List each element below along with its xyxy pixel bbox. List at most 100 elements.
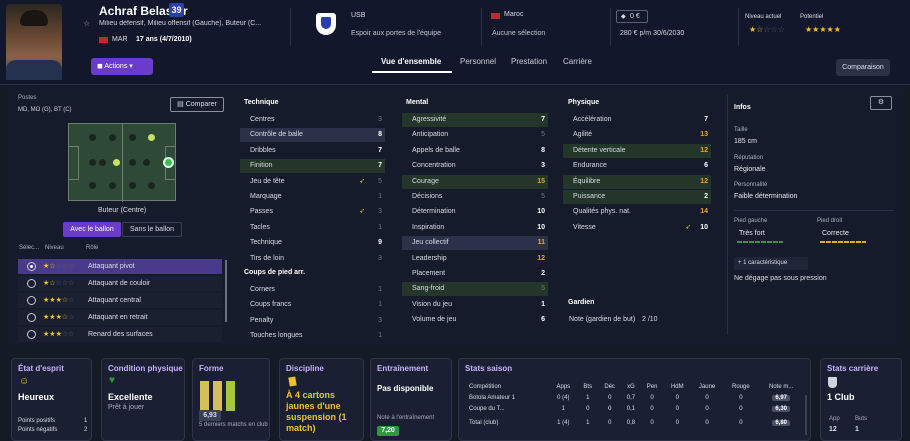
season-stats-card[interactable]: Stats saison Compétition Apps Bts Déc xG Pen H…	[458, 358, 811, 441]
role-radio[interactable]	[27, 313, 36, 322]
career-stats-card[interactable]: Stats carrière 1 Club App 12 Buts 1	[820, 358, 902, 441]
stats-header[interactable]: Bts	[583, 383, 593, 390]
stats-cell: 0	[723, 392, 758, 403]
role-radio[interactable]	[27, 330, 36, 339]
attribute-row[interactable]: Détermination 10	[402, 205, 548, 219]
stats-cell: 6,97	[758, 392, 804, 403]
stats-header[interactable]: Rouge	[732, 383, 750, 390]
attribute-value: 7	[378, 146, 382, 154]
stats-header[interactable]: Jaune	[698, 383, 716, 390]
tab-performance[interactable]: Prestation	[511, 57, 548, 66]
condition-sub: Prêt à jouer	[108, 404, 145, 411]
stats-cell-value: 1	[586, 420, 590, 426]
attribute-name: Touches longues	[250, 332, 303, 340]
attribute-name: Agressivité	[412, 116, 447, 123]
attribute-row[interactable]: Marquage 1	[240, 190, 385, 204]
roles-scrollbar[interactable]	[225, 260, 227, 322]
attribute-row[interactable]: Agilité 13	[563, 128, 711, 142]
form-card[interactable]: Forme 6,93 5 derniers matchs en club	[192, 358, 270, 441]
role-row[interactable]: ★★★☆☆ Attaquant central	[18, 293, 222, 308]
attribute-row[interactable]: Puissance 2	[563, 190, 711, 204]
tab-personal[interactable]: Personnel	[460, 57, 497, 66]
stats-header[interactable]: Déc	[604, 383, 616, 390]
attribute-row[interactable]: Centres 3	[240, 113, 385, 127]
height-label: Taille	[734, 127, 748, 133]
attribute-name: Endurance	[573, 162, 607, 170]
role-row[interactable]: ★☆☆☆☆ Attaquant de couloir	[18, 276, 222, 291]
attribute-row[interactable]: Courage 15	[402, 174, 548, 189]
attribute-row[interactable]: Contrôle de balle 8	[240, 128, 385, 143]
attribute-row[interactable]: Agressivité 7	[402, 113, 548, 127]
attribute-row[interactable]: Tirs de loin 3	[240, 252, 385, 266]
club-crest-icon[interactable]	[316, 13, 336, 35]
attribute-row[interactable]: Endurance 6	[563, 159, 711, 173]
condition-card[interactable]: Condition physique ♥ Excellente Prêt à j…	[101, 358, 185, 441]
nation-name[interactable]: Maroc	[504, 11, 524, 18]
tab-career[interactable]: Carrière	[563, 57, 592, 66]
attribute-row[interactable]: Détente verticale 12	[563, 143, 711, 158]
role-radio[interactable]	[27, 296, 36, 305]
attribute-row[interactable]: Coups francs 1	[240, 298, 385, 312]
attribute-row[interactable]: Jeu de tête 5 ➶	[240, 175, 385, 189]
stats-header[interactable]: Compétition	[469, 383, 502, 390]
attribute-row[interactable]: Tacles 1	[240, 221, 385, 235]
attribute-row[interactable]: Finition 7	[240, 159, 385, 174]
stats-header[interactable]: Note m...	[768, 383, 794, 390]
training-card[interactable]: Entraînement Pas disponible Note à l'ent…	[370, 358, 452, 441]
stats-header[interactable]: HdM	[670, 383, 684, 390]
actions-button[interactable]: ◼ Actions ▾	[91, 58, 153, 75]
role-radio[interactable]	[27, 279, 36, 288]
season-scrollbar[interactable]	[805, 395, 807, 435]
attribute-row[interactable]: Dribbles 7	[240, 144, 385, 158]
comparison-button[interactable]: Comparaison	[836, 59, 890, 76]
stats-header[interactable]: xG	[627, 383, 635, 390]
attribute-row[interactable]: Vitesse 10 ➶	[563, 221, 711, 235]
discipline-card[interactable]: Discipline À 4 cartons jaunes d'une susp…	[279, 358, 364, 441]
club-name[interactable]: USB	[351, 12, 366, 19]
role-row[interactable]: ★★★☆☆ Renard des surfaces	[18, 327, 222, 342]
attribute-row[interactable]: Placement 2	[402, 267, 548, 281]
role-radio[interactable]	[27, 262, 36, 271]
attribute-row[interactable]: Appels de balle 8	[402, 144, 548, 158]
tab-overview[interactable]: Vue d'ensemble	[381, 57, 442, 66]
stats-row[interactable]: Botola Amateur 1 0 (4) 1 0 0,7 0 0 0 0 6,97	[459, 392, 804, 403]
positions-title: Postes	[18, 95, 37, 101]
attribute-name: Vitesse	[573, 223, 596, 231]
attribute-row[interactable]: Inspiration 10	[402, 221, 548, 235]
attribute-row[interactable]: Volume de jeu 6	[402, 313, 548, 327]
toggle-with-ball[interactable]: Avec le ballon	[63, 222, 121, 237]
stats-header[interactable]: Apps	[556, 383, 571, 390]
attribute-row[interactable]: Corners 1	[240, 283, 385, 297]
stats-row[interactable]: Coupe du T... 1 0 0 0,1 0 0 0 0 6,30	[459, 403, 804, 414]
stats-header[interactable]: Pen	[646, 383, 658, 390]
attribute-name: Puissance	[573, 193, 606, 200]
attribute-row[interactable]: Accélération 7	[563, 113, 711, 127]
role-row[interactable]: ★★★☆☆ Attaquant en retrait	[18, 310, 222, 325]
position-dot	[148, 182, 155, 189]
attribute-row[interactable]: Touches longues 1	[240, 329, 385, 343]
attribute-row[interactable]: Sang-froid 5	[402, 282, 548, 297]
toggle-without-ball[interactable]: Sans le ballon	[122, 222, 182, 237]
transfer-value-badge[interactable]: ◆ 0 €	[616, 10, 648, 23]
attribute-row[interactable]: Décisions 5	[402, 190, 548, 204]
attribute-row[interactable]: Concentration 3	[402, 159, 548, 173]
attribute-row[interactable]: Vision du jeu 1	[402, 298, 548, 312]
info-settings-button[interactable]: ⚙	[870, 96, 892, 110]
left-foot-bar	[737, 241, 783, 243]
attribute-row[interactable]: Équilibre 12	[563, 174, 711, 189]
stats-row[interactable]: Total (club) 1 (4) 1 0 0,8 0 0 0 0 6,80	[459, 414, 804, 432]
attribute-row[interactable]: Penalty 3	[240, 314, 385, 328]
attribute-row[interactable]: Jeu collectif 11	[402, 236, 548, 251]
star-favorite-icon[interactable]: ☆	[83, 19, 91, 28]
attribute-row[interactable]: Leadership 12	[402, 252, 548, 266]
compare-button[interactable]: ▤ Comparer	[170, 97, 224, 112]
attribute-row[interactable]: Technique 9	[240, 236, 385, 250]
attribute-row[interactable]: Anticipation 5	[402, 128, 548, 142]
attribute-row[interactable]: Passes 3 ➶	[240, 205, 385, 219]
attribute-name: Tirs de loin	[250, 254, 284, 262]
attribute-value: 9	[378, 239, 382, 247]
morale-card[interactable]: État d'esprit ☺ Heureux Points positifs …	[11, 358, 92, 441]
traits-button[interactable]: + 1 caractéristique	[734, 257, 808, 270]
attribute-row[interactable]: Qualités phys. nat. 14	[563, 205, 711, 219]
role-row[interactable]: ★☆☆☆☆ Attaquant pivot	[18, 259, 222, 274]
